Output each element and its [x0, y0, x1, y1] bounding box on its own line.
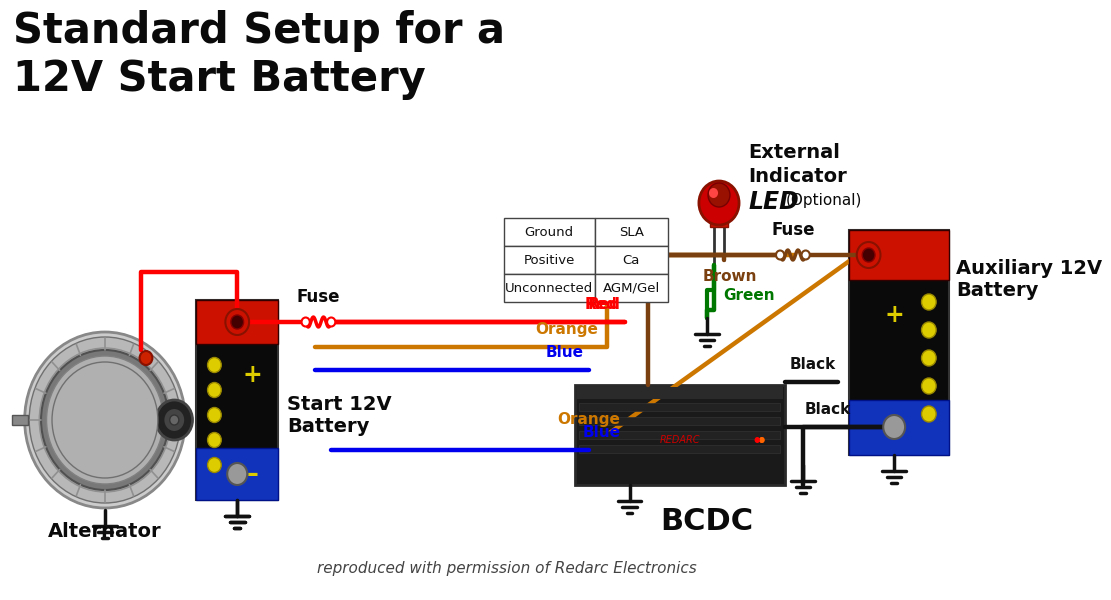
Bar — [577, 387, 783, 399]
Text: reproduced with permission of Redarc Electronics: reproduced with permission of Redarc Ele… — [317, 560, 697, 575]
Circle shape — [208, 457, 221, 473]
Circle shape — [921, 322, 937, 338]
Bar — [594, 218, 668, 246]
Bar — [197, 448, 278, 500]
Bar — [849, 400, 949, 455]
Circle shape — [39, 348, 171, 492]
Circle shape — [156, 400, 192, 440]
Text: Red: Red — [584, 297, 618, 312]
Circle shape — [709, 188, 718, 198]
Circle shape — [50, 360, 160, 480]
Text: Blue: Blue — [546, 345, 584, 360]
Circle shape — [208, 433, 221, 448]
Circle shape — [170, 415, 179, 425]
Bar — [503, 218, 594, 246]
Circle shape — [857, 242, 881, 268]
Bar — [580, 431, 780, 439]
Circle shape — [775, 251, 784, 259]
Text: Ca: Ca — [622, 253, 640, 266]
Circle shape — [921, 350, 937, 366]
Circle shape — [921, 406, 937, 422]
Circle shape — [208, 383, 221, 397]
Circle shape — [227, 463, 248, 485]
Bar — [849, 230, 949, 280]
Text: Standard Setup for a: Standard Setup for a — [12, 10, 504, 52]
Text: +: + — [884, 303, 904, 327]
Circle shape — [231, 315, 243, 329]
Text: Black: Black — [790, 357, 835, 372]
Text: +: + — [243, 363, 262, 387]
Circle shape — [140, 351, 152, 365]
Text: Orange: Orange — [558, 412, 620, 427]
Circle shape — [94, 408, 116, 432]
Bar — [503, 274, 594, 302]
Text: Positive: Positive — [523, 253, 575, 266]
Circle shape — [921, 378, 937, 394]
Text: –: – — [247, 462, 259, 486]
Circle shape — [32, 340, 178, 500]
Text: AGM/Gel: AGM/Gel — [603, 281, 660, 295]
Circle shape — [163, 408, 186, 432]
Circle shape — [100, 415, 110, 425]
Text: Alternator: Alternator — [48, 522, 162, 541]
Text: Green: Green — [723, 289, 775, 304]
Text: Red: Red — [588, 297, 620, 312]
Circle shape — [754, 437, 760, 443]
Text: External: External — [748, 143, 840, 162]
Text: Blue: Blue — [582, 425, 620, 440]
Circle shape — [759, 437, 764, 443]
Bar — [503, 246, 594, 274]
Text: REDARC: REDARC — [660, 435, 700, 445]
Bar — [594, 274, 668, 302]
Circle shape — [208, 407, 221, 422]
Circle shape — [84, 398, 126, 442]
Bar — [594, 246, 668, 274]
Circle shape — [301, 317, 310, 326]
Circle shape — [759, 437, 764, 443]
Circle shape — [862, 248, 875, 262]
Bar — [197, 300, 278, 344]
Text: Orange: Orange — [534, 322, 598, 337]
Text: Black: Black — [804, 402, 851, 417]
Text: –: – — [889, 415, 900, 439]
Circle shape — [801, 251, 810, 259]
Circle shape — [759, 437, 764, 443]
Bar — [580, 445, 780, 453]
Circle shape — [24, 332, 186, 508]
Circle shape — [24, 332, 186, 508]
Circle shape — [226, 309, 249, 335]
Circle shape — [708, 183, 730, 207]
Bar — [710, 213, 728, 227]
Circle shape — [29, 337, 181, 503]
Text: SLA: SLA — [619, 226, 644, 238]
Text: BCDC: BCDC — [661, 507, 753, 536]
Bar — [574, 385, 784, 485]
Text: Brown: Brown — [703, 269, 758, 284]
Bar — [197, 300, 278, 500]
Text: Fuse: Fuse — [297, 288, 340, 306]
Text: Auxiliary 12V
Battery: Auxiliary 12V Battery — [957, 259, 1102, 301]
Text: Unconnected: Unconnected — [506, 281, 593, 295]
Circle shape — [41, 350, 169, 490]
Text: Indicator: Indicator — [748, 167, 847, 186]
Bar — [580, 417, 780, 425]
Text: (Optional): (Optional) — [785, 193, 862, 208]
Text: LED: LED — [748, 190, 799, 214]
Text: Ground: Ground — [524, 226, 574, 238]
Circle shape — [699, 181, 739, 225]
Circle shape — [47, 356, 163, 484]
Text: Fuse: Fuse — [771, 221, 814, 239]
Bar — [849, 230, 949, 455]
Text: 12V Start Battery: 12V Start Battery — [12, 58, 426, 100]
Circle shape — [883, 415, 905, 439]
Circle shape — [327, 317, 336, 326]
Circle shape — [921, 294, 937, 310]
Bar — [12, 415, 28, 425]
Circle shape — [52, 362, 158, 478]
Text: Start 12V
Battery: Start 12V Battery — [288, 395, 392, 436]
Circle shape — [208, 358, 221, 373]
Bar — [580, 403, 780, 411]
